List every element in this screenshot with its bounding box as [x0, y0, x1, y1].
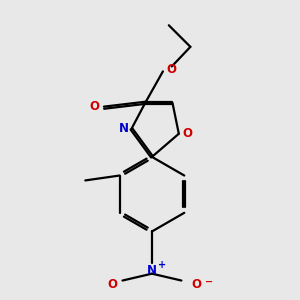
Text: +: + — [158, 260, 166, 270]
Text: O: O — [167, 63, 177, 76]
Text: O: O — [191, 278, 201, 291]
Text: −: − — [205, 277, 213, 286]
Text: O: O — [183, 127, 193, 140]
Text: O: O — [108, 278, 118, 291]
Text: N: N — [118, 122, 129, 135]
Text: O: O — [89, 100, 99, 113]
Text: N: N — [147, 264, 157, 277]
